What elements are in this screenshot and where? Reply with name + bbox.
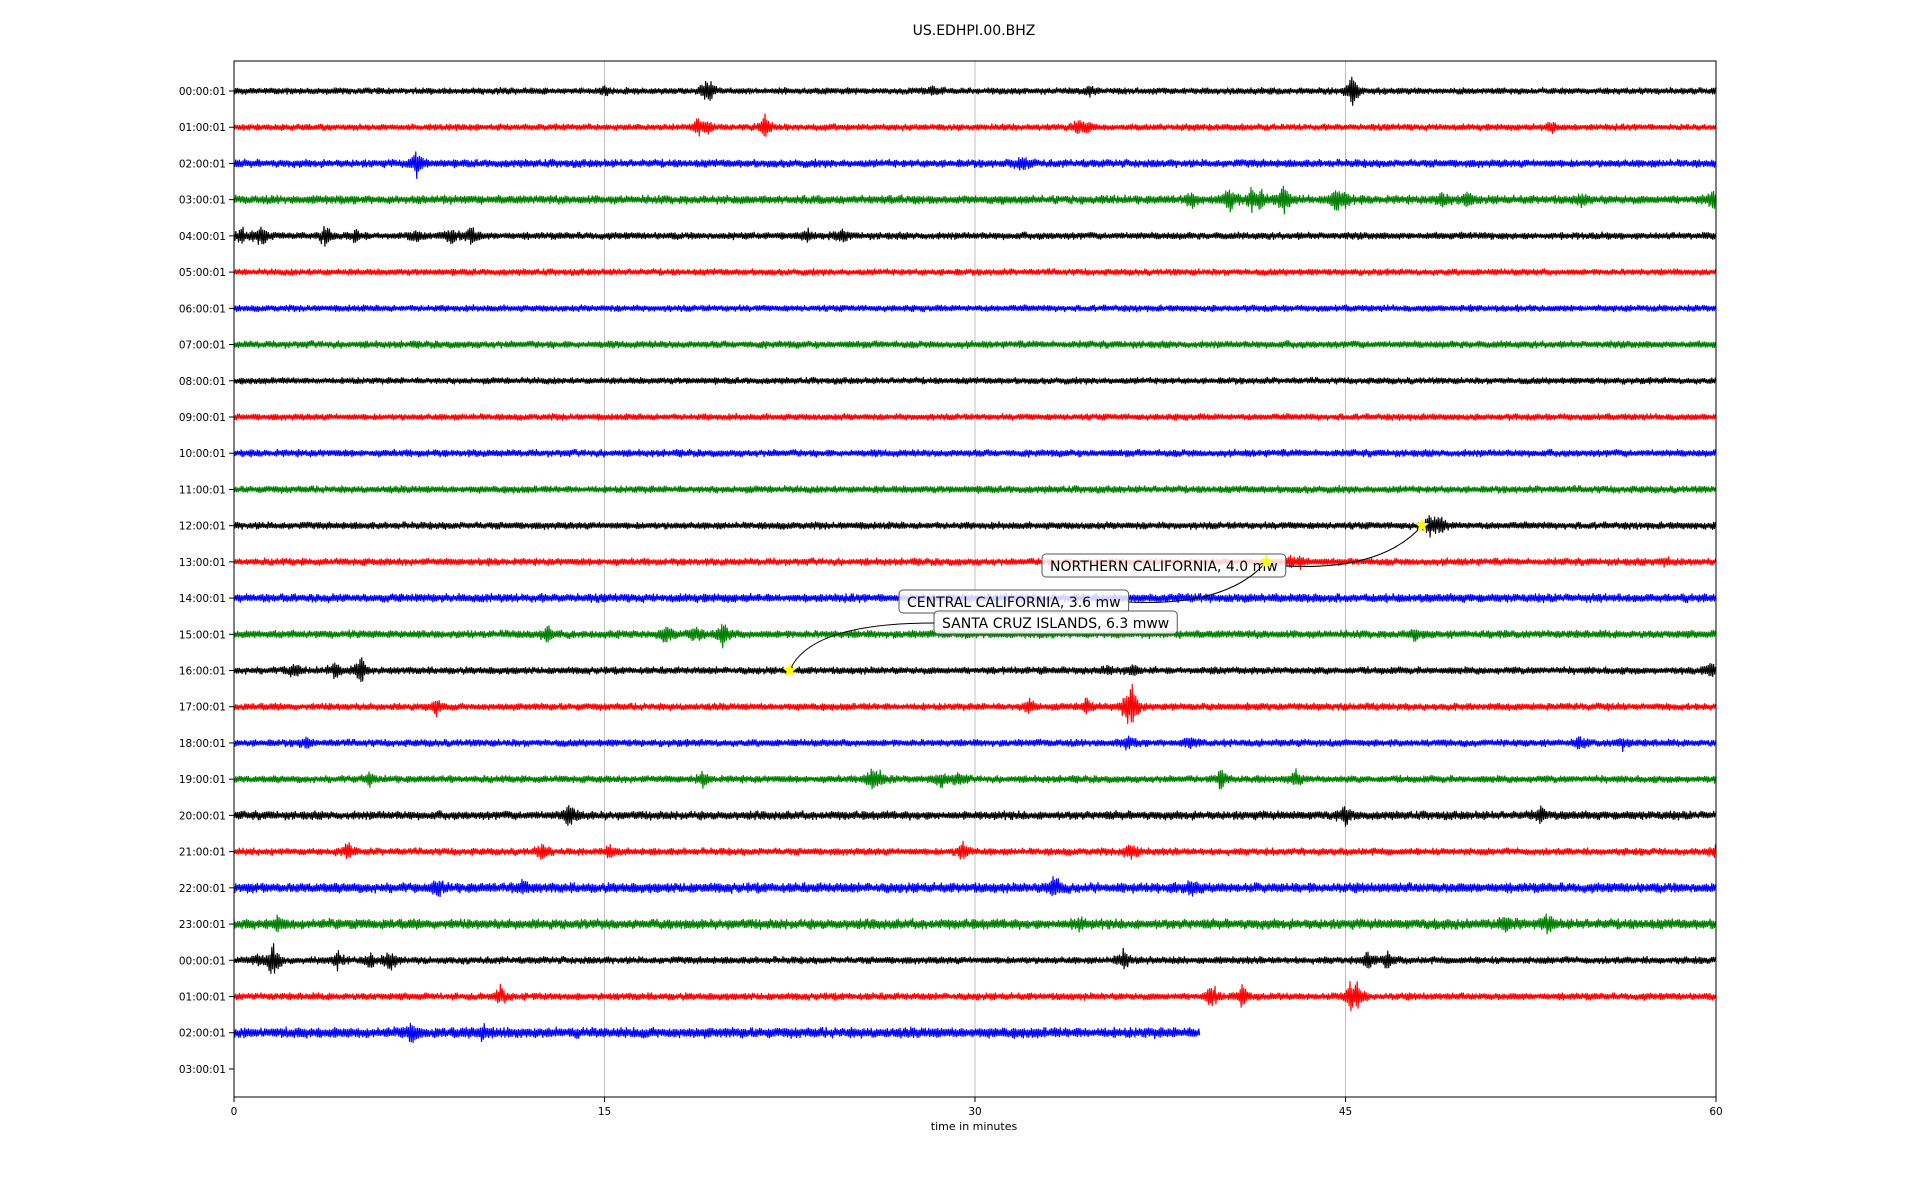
event-connector bbox=[789, 622, 935, 671]
event-label: SANTA CRUZ ISLANDS, 6.3 mww bbox=[942, 616, 1169, 632]
trace-line bbox=[233, 448, 1716, 458]
y-tick-label: 17:00:01 bbox=[179, 702, 226, 714]
y-tick-label: 04:00:01 bbox=[179, 231, 226, 243]
y-tick-label: 01:00:01 bbox=[179, 992, 226, 1004]
trace-line bbox=[233, 76, 1716, 106]
y-tick-label: 23:00:01 bbox=[179, 919, 226, 931]
y-tick-label: 12:00:01 bbox=[179, 521, 226, 533]
y-tick-label: 11:00:01 bbox=[179, 484, 226, 496]
y-tick-label: 02:00:01 bbox=[179, 158, 226, 170]
trace-line bbox=[233, 554, 1716, 571]
trace-line bbox=[233, 376, 1716, 385]
y-tick-label: 10:00:01 bbox=[179, 448, 226, 460]
x-axis-label: time in minutes bbox=[931, 1120, 1018, 1133]
y-tick-label: 05:00:01 bbox=[179, 267, 226, 279]
trace-line bbox=[233, 113, 1716, 137]
grid-lines bbox=[604, 61, 1346, 1097]
trace-line bbox=[233, 768, 1716, 790]
event-connector bbox=[1128, 561, 1267, 603]
y-tick-label: 22:00:01 bbox=[179, 883, 226, 895]
trace-line bbox=[233, 225, 1716, 247]
y-tick-label: 03:00:01 bbox=[179, 1064, 226, 1076]
y-tick-label: 20:00:01 bbox=[179, 810, 226, 822]
x-tick-label: 45 bbox=[1339, 1106, 1352, 1118]
event-annotation: SANTA CRUZ ISLANDS, 6.3 mww bbox=[933, 610, 1178, 635]
x-tick-label: 15 bbox=[598, 1106, 611, 1118]
event-star-marker bbox=[1414, 517, 1430, 532]
trace-line bbox=[233, 340, 1716, 349]
event-label: CENTRAL CALIFORNIA, 3.6 mw bbox=[907, 595, 1121, 611]
trace-line bbox=[233, 185, 1716, 215]
y-tick-label: 14:00:01 bbox=[179, 593, 226, 605]
event-label-box bbox=[1041, 553, 1287, 578]
y-tick-label: 01:00:01 bbox=[179, 122, 226, 134]
event-connector bbox=[1285, 525, 1423, 567]
trace-line bbox=[233, 735, 1716, 753]
trace-line bbox=[233, 805, 1716, 827]
x-tick-label: 60 bbox=[1709, 1106, 1722, 1118]
y-tick-label: 15:00:01 bbox=[179, 629, 226, 641]
trace-line bbox=[233, 1022, 1201, 1043]
trace-line bbox=[233, 515, 1716, 538]
event-star-marker bbox=[1259, 554, 1274, 569]
trace-line bbox=[233, 683, 1716, 725]
y-axis-ticks: 00:00:01 01:00:01 02:00:01 03:00:01 04:00:01… bbox=[179, 86, 234, 1076]
trace-line bbox=[233, 980, 1716, 1012]
y-tick-label: 07:00:01 bbox=[179, 340, 226, 352]
trace-line bbox=[233, 943, 1716, 974]
y-tick-label: 08:00:01 bbox=[179, 376, 226, 388]
x-tick-label: 0 bbox=[231, 1106, 238, 1118]
trace-line bbox=[233, 657, 1716, 683]
y-tick-label: 16:00:01 bbox=[179, 666, 226, 678]
trace-line bbox=[233, 304, 1716, 313]
plot-frame bbox=[233, 60, 1717, 1098]
trace-line bbox=[233, 268, 1716, 277]
y-tick-label: 13:00:01 bbox=[179, 557, 226, 569]
trace-line bbox=[233, 485, 1716, 494]
y-tick-label: 03:00:01 bbox=[179, 195, 226, 207]
y-tick-label: 06:00:01 bbox=[179, 303, 226, 315]
y-tick-label: 19:00:01 bbox=[179, 774, 226, 786]
y-tick-label: 02:00:01 bbox=[179, 1028, 226, 1040]
trace-line bbox=[233, 876, 1716, 898]
event-annotation: NORTHERN CALIFORNIA, 4.0 mw bbox=[1041, 553, 1287, 578]
trace-line bbox=[233, 151, 1716, 179]
x-tick-label: 30 bbox=[968, 1106, 981, 1118]
event-star-marker bbox=[782, 662, 798, 677]
y-tick-label: 00:00:01 bbox=[179, 86, 226, 98]
event-annotation: CENTRAL CALIFORNIA, 3.6 mw bbox=[898, 589, 1130, 614]
chart-title: US.EDHPI.00.BHZ bbox=[913, 23, 1036, 39]
y-tick-label: 00:00:01 bbox=[179, 955, 226, 967]
y-tick-label: 09:00:01 bbox=[179, 412, 226, 424]
event-annotations: NORTHERN CALIFORNIA, 4.0 mw CENTRAL CALIF… bbox=[782, 517, 1430, 677]
trace-line bbox=[233, 623, 1716, 649]
trace-line bbox=[233, 913, 1716, 935]
trace-line bbox=[233, 412, 1716, 421]
x-axis-ticks: 0 15 30 45 60 bbox=[231, 1097, 1723, 1118]
trace-line bbox=[233, 840, 1716, 860]
y-tick-label: 21:00:01 bbox=[179, 847, 226, 859]
event-label: NORTHERN CALIFORNIA, 4.0 mw bbox=[1050, 559, 1278, 575]
y-tick-label: 18:00:01 bbox=[179, 738, 226, 750]
